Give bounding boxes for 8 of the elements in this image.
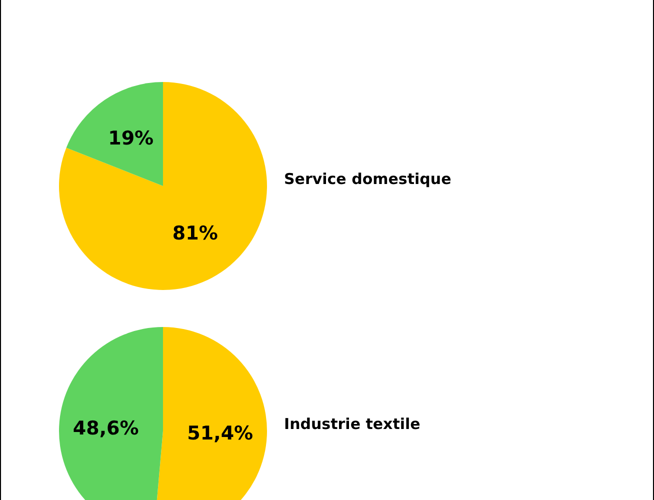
data-label: 48,6% <box>72 417 139 440</box>
data-label: 51,4% <box>187 422 254 445</box>
pie-slice <box>59 82 267 290</box>
pie-slice <box>66 82 163 186</box>
text: Service domestique <box>284 170 452 188</box>
data-label: 81% <box>172 222 218 244</box>
text: Industrie textile <box>284 415 420 433</box>
data-label: 19% <box>108 128 154 150</box>
